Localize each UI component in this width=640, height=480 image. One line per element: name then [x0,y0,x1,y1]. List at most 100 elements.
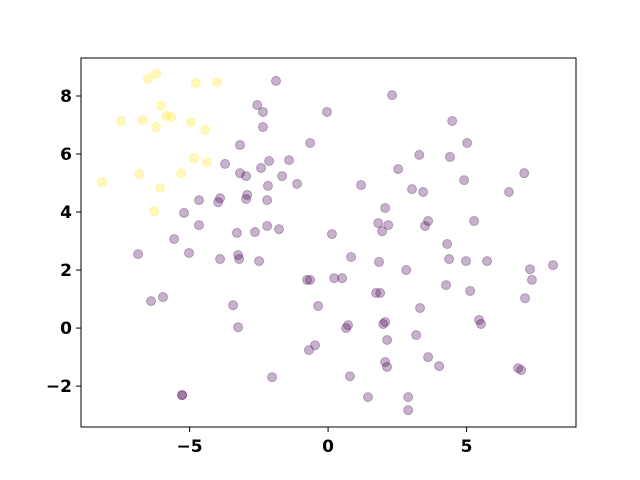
scatter-point [200,124,211,135]
x-tick-label: −5 [177,437,203,457]
x-tick-label: 0 [322,437,334,457]
scatter-point [302,274,313,285]
scatter-point [475,319,486,330]
scatter-point [177,390,188,401]
scatter-point [271,75,282,86]
scatter-point [138,115,149,126]
scatter-point [401,265,412,276]
scatter-point [262,220,273,231]
scatter-point [513,363,524,374]
scatter-point [403,392,414,403]
scatter-point [326,229,337,240]
scatter-point [228,300,239,311]
scatter-point [215,254,226,265]
scatter-point [442,238,453,249]
scatter-point [262,195,273,206]
scatter-point [343,320,354,331]
scatter-point [256,162,267,173]
scatter-point [380,357,391,368]
scatter-point [179,207,190,218]
scatter-point [212,77,223,88]
scatter-point [169,234,180,245]
scatter-point [444,151,455,162]
scatter-point [344,371,355,382]
scatter-point [461,256,472,267]
scatter-point [146,296,157,307]
scatter-point [234,254,245,265]
scatter-point [134,169,145,180]
scatter-point [380,316,391,327]
scatter-point [503,187,514,198]
scatter-point [267,372,278,383]
scatter-point [234,140,245,151]
scatter-point [407,184,418,195]
scatter-point [151,68,162,79]
scatter-point [415,303,426,314]
scatter-point [305,137,316,148]
scatter-point [387,90,398,101]
scatter-point [305,274,316,285]
scatter-point [97,177,108,188]
scatter-point [313,301,324,312]
scatter-point [383,220,394,231]
scatter-point [434,361,445,372]
y-tick-label: 2 [60,261,72,281]
scatter-point [378,319,389,330]
scatter-point [190,77,201,88]
scatter-point [321,106,332,117]
scatter-point [377,226,388,237]
scatter-point [233,322,244,333]
scatter-point [525,264,536,275]
scatter-point [184,247,195,258]
scatter-point [423,352,434,363]
scatter-point [346,252,357,263]
x-tick-label: 5 [461,437,473,457]
scatter-point [447,115,458,126]
scatter-point [151,122,162,133]
scatter-point [423,216,434,227]
scatter-point [149,206,160,217]
scatter-point [375,287,386,298]
y-tick-label: 8 [60,87,72,107]
scatter-point [166,111,177,122]
scatter-point [215,193,226,204]
y-tick-label: −2 [46,377,72,397]
scatter-point [189,153,200,164]
scatter-point [133,249,144,260]
scatter-point [264,155,275,166]
scatter-point [420,220,431,231]
scatter-point [233,249,244,260]
scatter-point [177,390,188,401]
scatter-point [194,220,205,231]
scatter-point [329,273,340,284]
scatter-point [371,287,382,298]
scatter-point [257,106,268,117]
scatter-point [157,292,168,303]
scatter-point [155,182,166,193]
scatter-point [262,180,273,191]
scatter-point [519,168,530,179]
scatter-point [403,405,414,416]
scatter-point [418,187,429,198]
y-tick-label: 4 [60,203,72,223]
scatter-point [310,340,321,351]
scatter-point [242,189,253,200]
scatter-point [277,171,288,182]
scatter-point [231,227,242,238]
scatter-point [303,345,314,356]
scatter-point [175,168,186,179]
scatter-point [382,361,393,372]
scatter-point [202,157,213,168]
scatter-point [241,171,252,182]
scatter-point [465,285,476,296]
scatter-point [482,256,493,267]
scatter-point [393,164,404,175]
scatter-point [274,224,285,235]
scatter-point [257,122,268,133]
scatter-point [292,178,303,189]
scatter-point [382,334,393,345]
scatter-point [241,193,252,204]
scatter-point [249,227,260,238]
scatter-point [516,365,527,376]
